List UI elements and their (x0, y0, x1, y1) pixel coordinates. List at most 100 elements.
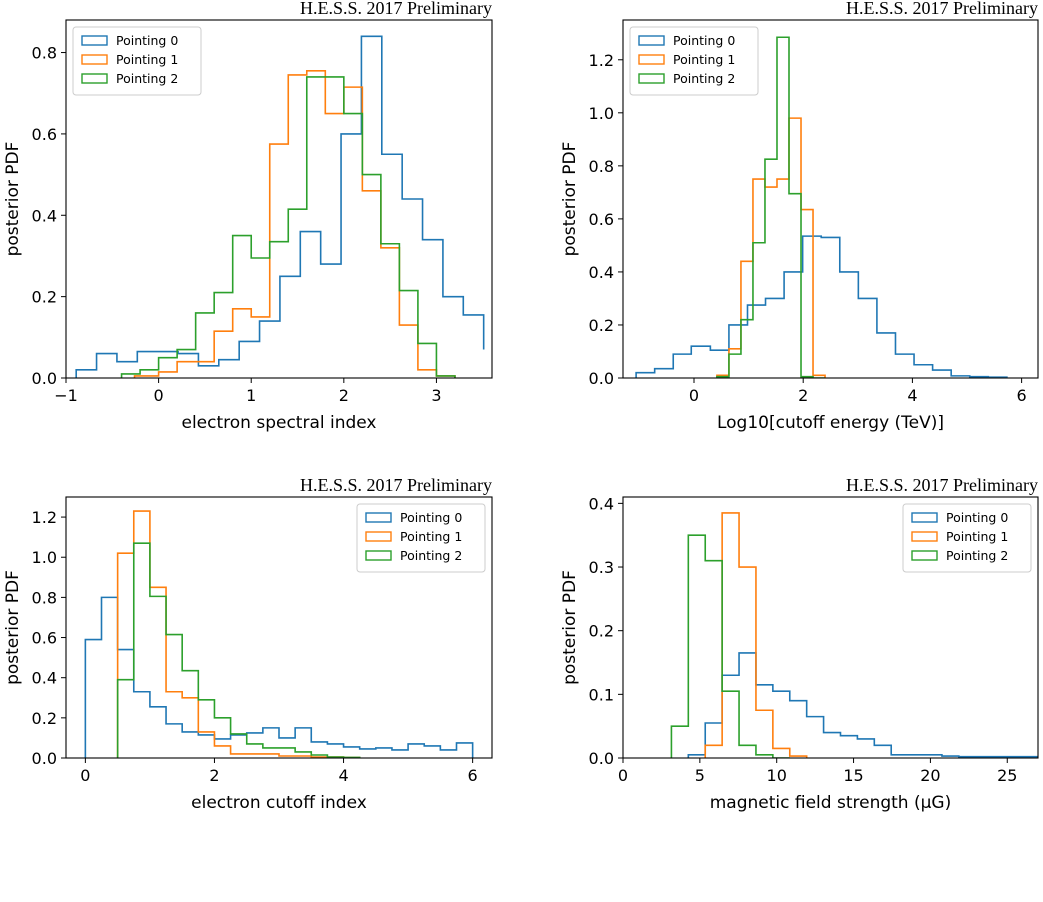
legend-entry-label: Pointing 2 (673, 71, 735, 86)
legend-swatch (638, 35, 665, 46)
histogram-series-1 (133, 70, 456, 378)
x-tick-label: 0 (80, 766, 90, 785)
legend-swatch (81, 73, 108, 84)
chart-panel-2: 0 2 4 6 0.0 0.2 0.4 0.6 0.8 1.0 1.2 electron cutoff… (3, 475, 493, 813)
legend-box (72, 26, 202, 96)
y-tick-label: 0.8 (589, 157, 614, 176)
y-tick-label: 0.4 (589, 263, 614, 282)
y-tick-label: 0.1 (589, 685, 614, 704)
y-tick-label: 1.2 (32, 508, 57, 527)
x-tick-label: 2 (339, 386, 349, 405)
axes-frame (622, 496, 1039, 759)
legend-swatch (911, 512, 938, 523)
y-tick-label: 1.0 (32, 548, 57, 567)
legend-swatch (911, 550, 938, 561)
legend-swatch (638, 73, 665, 84)
histogram-series-1 (716, 117, 826, 378)
y-tick-label: 1.0 (589, 104, 614, 123)
chart-title: H.E.S.S. 2017 Preliminary (846, 0, 1038, 18)
histogram-series-2 (120, 76, 456, 378)
histogram-series-2 (716, 36, 826, 378)
histogram-series-0 (635, 235, 1008, 378)
y-tick-label: 0.2 (589, 316, 614, 335)
x-tick-label: 6 (1017, 386, 1027, 405)
x-tick-label: 10 (767, 766, 787, 785)
legend-entry-label: Pointing 0 (116, 33, 178, 48)
histogram-series-2 (670, 534, 790, 758)
x-tick-label: 0 (618, 766, 628, 785)
histogram-series-0 (687, 652, 1038, 758)
y-tick-label: 0.4 (32, 206, 57, 225)
histogram-series-0 (84, 596, 474, 758)
y-tick-label: 0.6 (589, 210, 614, 229)
x-tick-label: −1 (54, 386, 78, 405)
chart-title: H.E.S.S. 2017 Preliminary (300, 0, 492, 18)
histogram-series-1 (116, 510, 361, 758)
legend-entry-label: Pointing 2 (946, 548, 1008, 563)
x-axis-label: electron cutoff index (191, 793, 367, 813)
chart-title: H.E.S.S. 2017 Preliminary (846, 475, 1038, 495)
chart-panel-3: 0 5 10 15 20 25 0.0 0.1 0.2 0.3 0.4 magnetic field … (560, 475, 1039, 813)
legend-box (629, 26, 759, 96)
x-tick-label: 6 (468, 766, 478, 785)
legend-entry-label: Pointing 0 (946, 510, 1008, 525)
y-tick-label: 0.8 (32, 588, 57, 607)
legend: Pointing 0 Pointing 1 Pointing 2 (902, 503, 1032, 573)
legend-entry-label: Pointing 2 (400, 548, 462, 563)
y-tick-label: 0.0 (32, 369, 57, 388)
x-tick-label: 4 (907, 386, 917, 405)
x-tick-label: 2 (209, 766, 219, 785)
legend-swatch (911, 531, 938, 542)
y-axis-label: posterior PDF (560, 570, 580, 685)
legend-swatch (365, 550, 392, 561)
histogram-series-1 (704, 512, 808, 758)
x-axis-label: Log10[cutoff energy (TeV)] (717, 413, 944, 433)
y-tick-label: 0.2 (589, 622, 614, 641)
axes-frame (65, 19, 493, 379)
y-tick-label: 0.8 (32, 44, 57, 63)
histogram-series-0 (75, 35, 485, 378)
y-tick-label: 0.6 (32, 629, 57, 648)
legend: Pointing 0 Pointing 1 Pointing 2 (356, 503, 486, 573)
legend-entry-label: Pointing 2 (116, 71, 178, 86)
x-tick-label: 20 (920, 766, 940, 785)
legend-swatch (365, 531, 392, 542)
legend-entry-label: Pointing 1 (400, 529, 462, 544)
legend-entry-label: Pointing 1 (116, 52, 178, 67)
x-tick-label: 15 (843, 766, 863, 785)
x-tick-label: 3 (431, 386, 441, 405)
legend-entry-label: Pointing 1 (673, 52, 735, 67)
histogram-series-2 (116, 542, 361, 758)
y-axis-label: posterior PDF (560, 142, 580, 257)
chart-panel-0: −1 0 1 2 3 0.0 0.2 0.4 0.6 0.8 electron spectral i… (3, 0, 493, 433)
y-tick-label: 0.4 (589, 494, 614, 513)
x-tick-label: 2 (798, 386, 808, 405)
y-tick-label: 0.3 (589, 558, 614, 577)
x-tick-label: 1 (246, 386, 256, 405)
legend-swatch (638, 54, 665, 65)
legend: Pointing 0 Pointing 1 Pointing 2 (629, 26, 759, 96)
legend: Pointing 0 Pointing 1 Pointing 2 (72, 26, 202, 96)
legend-entry-label: Pointing 0 (400, 510, 462, 525)
legend-entry-label: Pointing 1 (946, 529, 1008, 544)
y-tick-label: 0.0 (32, 749, 57, 768)
x-tick-label: 25 (997, 766, 1017, 785)
chart-panel-1: 0 2 4 6 0.0 0.2 0.4 0.6 0.8 1.0 1.2 Log10[cutoff en… (560, 0, 1039, 433)
x-tick-label: 0 (689, 386, 699, 405)
x-axis-label: magnetic field strength (μG) (710, 793, 952, 813)
y-tick-label: 0.0 (589, 369, 614, 388)
x-tick-label: 0 (154, 386, 164, 405)
axes-frame (622, 19, 1039, 379)
legend-box (902, 503, 1032, 573)
y-axis-label: posterior PDF (3, 142, 23, 257)
y-tick-label: 0.2 (32, 288, 57, 307)
legend-swatch (81, 35, 108, 46)
legend-swatch (81, 54, 108, 65)
y-tick-label: 0.0 (589, 749, 614, 768)
chart-title: H.E.S.S. 2017 Preliminary (300, 475, 492, 495)
legend-box (356, 503, 486, 573)
y-tick-label: 0.6 (32, 125, 57, 144)
x-tick-label: 5 (695, 766, 705, 785)
x-axis-label: electron spectral index (181, 413, 376, 433)
